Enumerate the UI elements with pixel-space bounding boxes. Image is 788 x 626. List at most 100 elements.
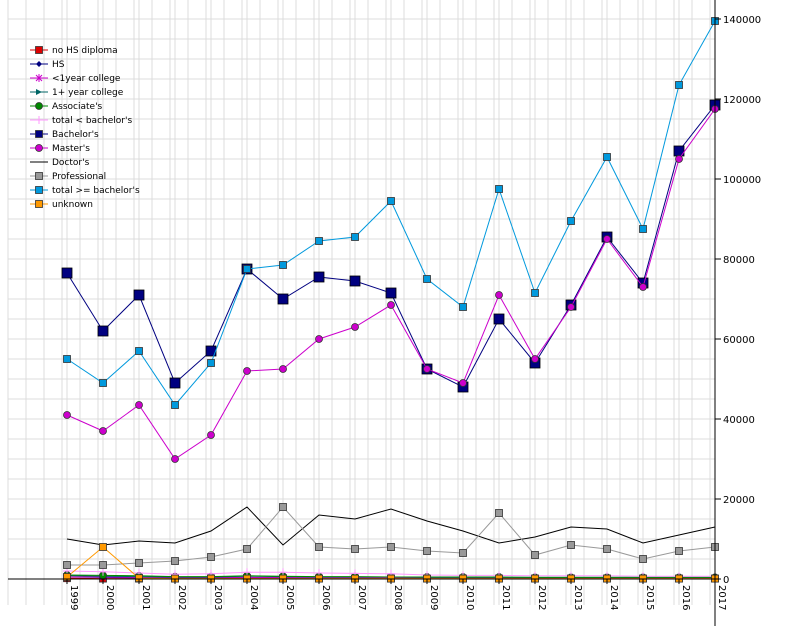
data-point (387, 543, 395, 551)
data-point (531, 289, 539, 297)
data-point (531, 551, 539, 559)
data-point (459, 379, 467, 387)
axes: 0 20000 40000 60000 80000 100000 120000 140000 1… (8, 0, 761, 626)
data-point (495, 291, 503, 299)
data-point (207, 553, 215, 561)
legend-swatch-marker (35, 116, 43, 124)
data-point (351, 233, 359, 241)
data-point (171, 557, 179, 565)
x-tick-label: 2008 (392, 585, 403, 610)
legend-label: no HS diploma (52, 46, 118, 56)
data-point (169, 377, 181, 389)
y-tick-label: 100000 (723, 175, 761, 186)
data-point (277, 293, 289, 305)
data-point (99, 543, 107, 551)
data-point (603, 235, 611, 243)
data-point (603, 545, 611, 553)
data-point (495, 509, 503, 517)
data-point (639, 225, 647, 233)
data-point (567, 541, 575, 549)
data-point (315, 237, 323, 245)
legend-swatch-marker (36, 89, 42, 95)
data-point (99, 567, 107, 576)
legend-swatch-marker (35, 186, 43, 194)
data-point (603, 153, 611, 161)
legend-label: unknown (52, 200, 93, 210)
legend: no HS diploma HS <1year college 1+ year col… (30, 46, 140, 210)
series-line (66, 506, 716, 546)
legend-label: total >= bachelor's (52, 186, 140, 196)
x-tick-label: 2017 (716, 585, 727, 610)
data-point (207, 431, 215, 439)
x-tick-label: 2010 (464, 585, 475, 610)
data-point (351, 545, 359, 553)
legend-swatch-marker (35, 102, 43, 110)
legend-swatch-marker (35, 130, 43, 138)
data-point (63, 355, 71, 363)
data-point (531, 355, 539, 363)
legend-label: Bachelor's (52, 130, 99, 140)
data-point (495, 185, 503, 193)
data-point (97, 325, 109, 337)
x-tick-label: 1999 (68, 585, 79, 610)
series-7 (63, 105, 719, 463)
y-tick-label: 120000 (723, 95, 761, 106)
x-tick-label: 2001 (140, 585, 151, 610)
legend-label: Master's (52, 144, 90, 154)
data-point (351, 323, 359, 331)
data-point (99, 561, 107, 569)
legend-swatch-marker (35, 172, 43, 180)
data-point (243, 545, 251, 553)
data-point (315, 335, 323, 343)
data-point (99, 427, 107, 435)
legend-label: Professional (52, 172, 106, 182)
y-tick-label: 20000 (723, 495, 755, 506)
data-point (387, 301, 395, 309)
data-point (171, 401, 179, 409)
grid (7, 0, 716, 605)
data-point (567, 217, 575, 225)
data-point (171, 455, 179, 463)
data-point (99, 379, 107, 387)
legend-swatch-marker (36, 61, 42, 67)
series-10 (63, 17, 719, 409)
x-tick-label: 2007 (356, 585, 367, 610)
y-tick-label: 40000 (723, 415, 755, 426)
legend-label: total < bachelor's (52, 116, 132, 126)
data-point (313, 271, 325, 283)
data-point (387, 197, 395, 205)
data-point (639, 555, 647, 563)
x-tick-label: 2011 (500, 585, 511, 610)
data-point (243, 367, 251, 375)
data-point (675, 547, 683, 555)
data-point (493, 313, 505, 325)
legend-label: 1+ year college (52, 88, 124, 98)
legend-swatch-marker (35, 46, 43, 54)
data-point (423, 365, 431, 373)
x-tick-label: 2006 (320, 585, 331, 610)
data-point (423, 547, 431, 555)
legend-label: Doctor's (52, 158, 90, 168)
data-point (315, 543, 323, 551)
x-tick-label: 2016 (680, 585, 691, 610)
data-point (135, 347, 143, 355)
data-point (63, 561, 71, 569)
data-point (459, 549, 467, 557)
data-point (675, 155, 683, 163)
legend-swatch-marker (35, 144, 43, 152)
data-point (63, 411, 71, 419)
data-point (207, 359, 215, 367)
data-point (349, 275, 361, 287)
data-point (279, 365, 287, 373)
data-point (459, 303, 467, 311)
y-tick-label: 60000 (723, 335, 755, 346)
x-tick-label: 2014 (608, 585, 619, 610)
y-tick-label: 80000 (723, 255, 755, 266)
data-point (639, 283, 647, 291)
data-point (675, 81, 683, 89)
data-point (567, 303, 575, 311)
series-8 (66, 506, 716, 546)
x-tick-label: 2012 (536, 585, 547, 610)
